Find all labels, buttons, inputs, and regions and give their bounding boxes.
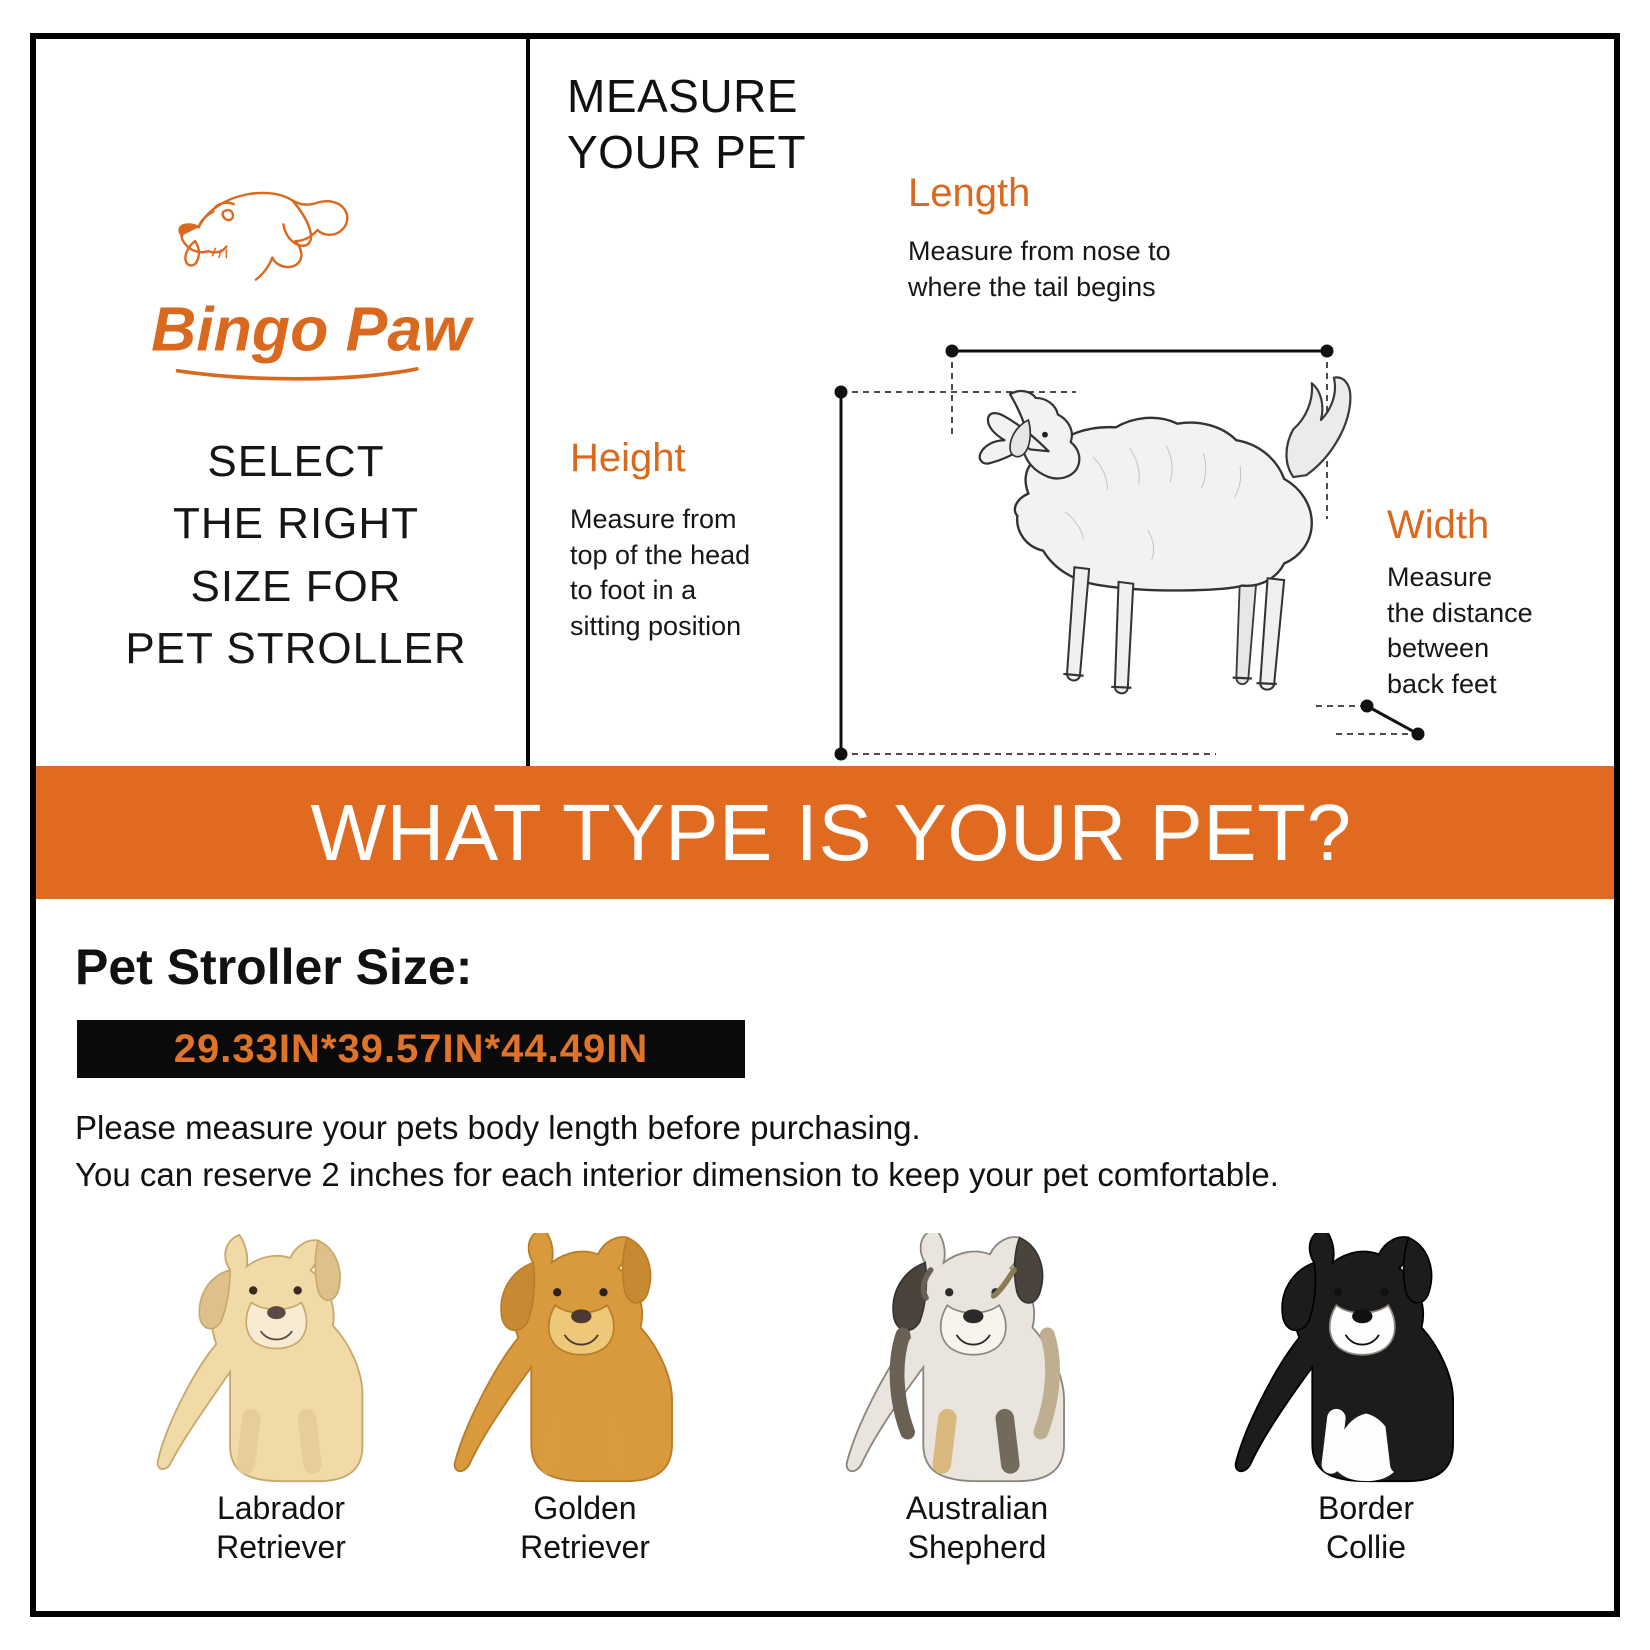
svg-text:Bingo Paw: Bingo Paw [151,295,474,365]
